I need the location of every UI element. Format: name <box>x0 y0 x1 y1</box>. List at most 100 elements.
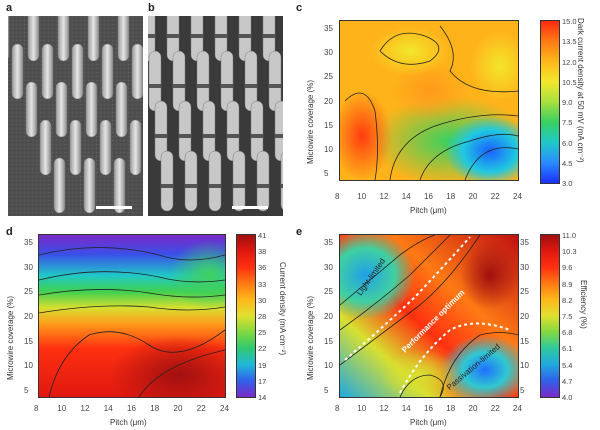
ytick-e: 35 <box>324 238 333 247</box>
ytick-e: 20 <box>520 312 529 321</box>
ytick-e: 15 <box>324 336 333 346</box>
microwire-band <box>185 184 197 188</box>
microwire <box>101 43 114 100</box>
cbar-tick-e: 11.0 <box>562 231 577 240</box>
microwire-band <box>167 34 179 38</box>
xtick-d: 14 <box>103 404 113 413</box>
xtick-d: 24 <box>220 404 229 413</box>
ytick-d: 25 <box>24 287 33 297</box>
microwire-band <box>245 84 257 88</box>
colorbar-d <box>236 234 256 398</box>
xtick-c: 8 <box>335 192 340 201</box>
xtick-d: 18 <box>150 404 160 413</box>
cbar-tick-e: 9.6 <box>562 263 573 273</box>
ytick-e: 10 <box>324 361 333 371</box>
cbar-tick-c: 6.0 <box>562 138 573 148</box>
cbar-tick-d: 25 <box>258 328 267 338</box>
ytick-d: 30 <box>24 262 33 272</box>
microwire <box>99 119 112 176</box>
ytick-e: 5 <box>520 386 525 395</box>
ytick-c: 30 <box>324 48 333 58</box>
microwire-band <box>233 184 245 188</box>
microwire <box>41 43 54 100</box>
scale-bar-a <box>96 206 132 209</box>
cbar-label-e: Efficiency (%) <box>579 280 588 329</box>
microwire-band <box>215 34 227 38</box>
heatmap-d <box>39 235 225 397</box>
microwire-band <box>227 134 239 138</box>
ytick-e: 30 <box>520 262 529 272</box>
cbar-tick-e: 8.2 <box>562 295 573 305</box>
ytick-c: 25 <box>324 72 333 82</box>
microwire <box>232 150 246 212</box>
colorbar-e <box>540 234 560 398</box>
cbar-tick-c: 7.5 <box>562 118 573 128</box>
xtick-e: 18 <box>446 404 456 413</box>
cbar-tick-e: 10.3 <box>562 247 577 257</box>
microwire <box>184 150 198 212</box>
xtick-d: 22 <box>196 404 206 413</box>
xtick-d: 20 <box>173 404 183 413</box>
microwire <box>131 43 143 100</box>
microwire <box>115 81 128 138</box>
cbar-tick-d: 28 <box>258 312 267 321</box>
xtick-e: 24 <box>513 404 522 413</box>
ytick-d: 10 <box>24 361 33 371</box>
panel-letter-d: d <box>6 226 13 238</box>
ytick-c: 5 <box>324 169 329 178</box>
xtick-c: 14 <box>401 192 411 201</box>
xlabel-e: Pitch (μm) <box>410 418 447 427</box>
microwire <box>280 152 283 210</box>
xtick-d: 8 <box>34 404 39 413</box>
microwire-band <box>173 84 185 88</box>
ytick-e: 15 <box>520 336 529 346</box>
xtick-c: 12 <box>379 192 389 201</box>
microwire <box>208 150 222 212</box>
heatmap-e <box>340 235 518 397</box>
microwire <box>55 81 68 138</box>
ytick-c: 10 <box>324 144 333 154</box>
xtick-c: 18 <box>446 192 456 201</box>
ytick-d: 15 <box>24 336 33 346</box>
microwire <box>11 43 24 100</box>
microwire <box>129 119 142 176</box>
ytick-e: 25 <box>520 287 529 297</box>
cbar-tick-d: 38 <box>258 247 267 257</box>
xtick-e: 16 <box>424 404 433 413</box>
cbar-tick-c: 12.0 <box>562 57 577 67</box>
ytick-d: 20 <box>24 312 33 321</box>
microwire <box>25 81 38 138</box>
microwire-band <box>281 184 283 188</box>
xtick-e: 22 <box>490 404 500 413</box>
xtick-e: 14 <box>401 404 411 413</box>
microwire-band <box>155 134 167 138</box>
xtick-c: 24 <box>513 192 522 201</box>
microwire <box>57 16 70 62</box>
sem-microwires-a <box>8 16 143 216</box>
cbar-tick-d: 33 <box>258 279 267 289</box>
ytick-e: 25 <box>324 287 333 297</box>
colorbar-c <box>540 20 560 184</box>
cbar-tick-e: 6.1 <box>562 344 573 354</box>
microwire <box>87 16 100 62</box>
cbar-tick-c: 10.5 <box>562 77 577 87</box>
ytick-e: 10 <box>520 361 529 371</box>
panel-letter-b: b <box>148 2 155 14</box>
ytick-e: 20 <box>324 312 333 321</box>
microwire-band <box>203 134 215 138</box>
microwire-band <box>221 84 233 88</box>
plot-c <box>339 20 519 181</box>
microwire <box>39 119 52 176</box>
ytick-e: 30 <box>324 262 333 272</box>
cbar-tick-d: 36 <box>258 263 267 273</box>
cbar-tick-d: 19 <box>258 360 267 370</box>
microwire-band <box>148 34 155 38</box>
xtick-e: 8 <box>335 404 340 413</box>
microwire <box>274 100 283 162</box>
microwire <box>69 119 82 176</box>
plot-d <box>38 234 226 398</box>
microwire-band <box>161 184 173 188</box>
panel-letter-a: a <box>6 2 13 14</box>
microwire <box>71 43 84 100</box>
microwire-band <box>197 84 209 88</box>
